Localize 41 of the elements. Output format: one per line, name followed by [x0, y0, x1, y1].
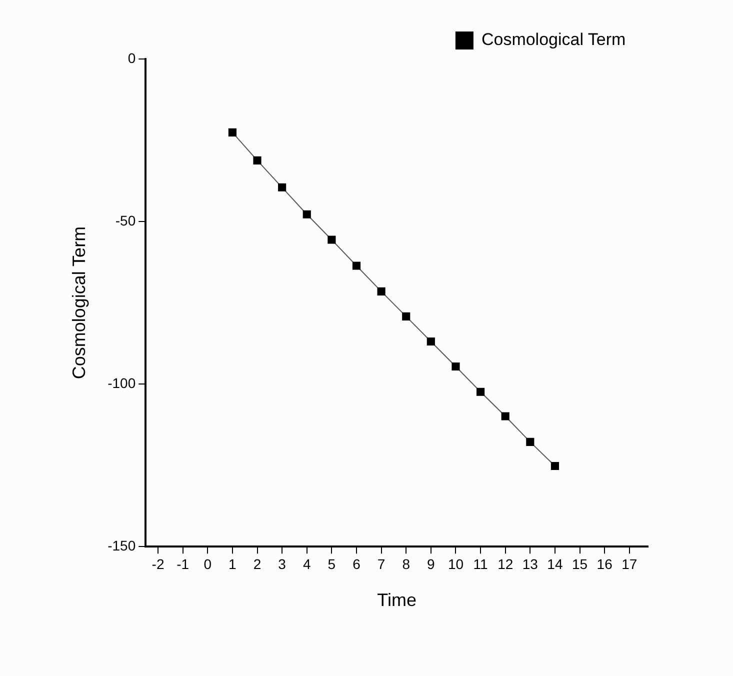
x-tick-label: 1: [228, 556, 237, 572]
x-tick-label: 6: [352, 556, 361, 572]
x-tick-label: 15: [572, 556, 588, 572]
point: [402, 312, 410, 320]
x-tick-label: 2: [253, 556, 262, 572]
y-tick-label: 0: [128, 50, 136, 66]
y-axis-title: Cosmological Term: [68, 226, 89, 380]
point: [352, 262, 361, 270]
point: [328, 236, 336, 244]
y-tick-label: -100: [108, 374, 136, 391]
x-tick-label: 13: [522, 556, 538, 572]
x-tick-label: 17: [622, 556, 638, 572]
x-tick-label: 11: [473, 556, 488, 572]
x-tick-label: 4: [302, 556, 311, 572]
point: [302, 210, 311, 218]
x-tick-label: 8: [402, 556, 410, 572]
point: [426, 337, 435, 346]
x-tick-label: -2: [152, 556, 164, 572]
x-tick-label: 9: [427, 556, 436, 572]
point: [501, 412, 510, 420]
x-axis-title: Time: [377, 590, 416, 610]
point: [278, 183, 286, 192]
legend-label: Cosmological Term: [481, 30, 626, 50]
point: [476, 388, 485, 396]
x-tick-label: 5: [328, 556, 336, 572]
x-tick-label: 14: [547, 556, 563, 572]
x-tick-label: 16: [596, 556, 613, 572]
point: [526, 438, 534, 446]
point: [228, 128, 236, 136]
point: [377, 287, 386, 296]
x-tick-label: 0: [204, 556, 212, 572]
x-tick-label: -1: [176, 556, 190, 572]
y-tick-label: -50: [115, 212, 136, 228]
x-tick-label: 7: [377, 556, 386, 572]
x-tick-label: 10: [448, 556, 464, 572]
point: [550, 462, 560, 470]
point: [253, 156, 262, 164]
x-tick-label: 3: [278, 556, 286, 572]
y-tick-label: -150: [108, 537, 136, 554]
point: [452, 362, 460, 371]
x-tick-label: 12: [498, 556, 514, 572]
